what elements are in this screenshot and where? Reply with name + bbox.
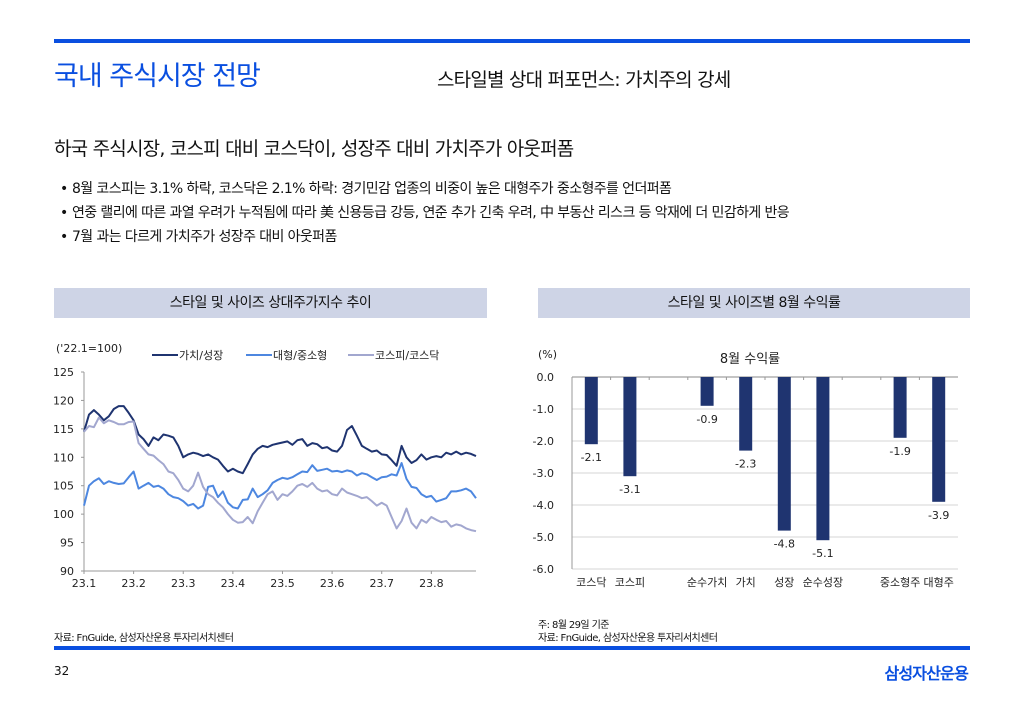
x-tick-label: 코스닥 [576, 576, 606, 589]
y-tick-label: 90 [60, 565, 74, 578]
y-tick-label: -1.0 [533, 403, 554, 416]
page-number: 32 [54, 664, 70, 678]
series-line-2 [83, 462, 477, 510]
bullet-icon: • [60, 205, 68, 221]
y-tick-label: 125 [53, 366, 74, 379]
brand-logo: 삼성자산운용 [884, 664, 968, 683]
x-tick-label: 중소형주 [880, 576, 920, 589]
bar-chart: (%) 8월 수익률 0.0 -1.0 -2.0 -3.0 -4.0 -5.0 -6.0 코… [533, 348, 958, 589]
y-tick-label: 120 [53, 394, 74, 407]
line-chart: ('22.1=100) 가치/성장 대형/중소형 코스피/코스닥 90 95 100 10… [53, 342, 477, 590]
y-tick-label: 115 [53, 423, 74, 436]
x-tick-label: 23.4 [221, 577, 246, 590]
y-tick-label: -4.0 [533, 499, 554, 512]
legend: 가치/성장 대형/중소형 코스피/코스닥 [152, 349, 439, 362]
legend-label: 코스피/코스닥 [375, 349, 439, 362]
bar [739, 377, 753, 451]
series-line-3 [83, 416, 477, 533]
bullet-item: • 8월 코스피는 3.1% 하락, 코스닥은 2.1% 하락: 경기민감 업종의… [60, 178, 789, 202]
series-lines [83, 405, 477, 533]
x-tick-label: 순수성장 [803, 576, 843, 589]
y-tick-label: 110 [53, 451, 74, 464]
bar [816, 377, 830, 541]
x-tick-label: 23.3 [171, 577, 196, 590]
top-divider [54, 39, 970, 43]
chart-title: 8월 수익률 [720, 352, 780, 367]
data-label: -2.3 [735, 458, 756, 471]
bullet-icon: • [60, 229, 68, 245]
x-tick-label: 코스피 [615, 576, 645, 589]
unit-label: ('22.1=100) [56, 342, 122, 355]
bullet-text: 8월 코스피는 3.1% 하락, 코스닥은 2.1% 하락: 경기민감 업종의 … [72, 181, 672, 197]
legend-label: 가치/성장 [179, 349, 223, 362]
right-note: 주: 8월 29일 기준 [538, 620, 609, 631]
bullet-list: • 8월 코스피는 3.1% 하락, 코스닥은 2.1% 하락: 경기민감 업종의… [60, 178, 790, 250]
y-tick-label: -3.0 [533, 467, 554, 480]
y-tick-label: -6.0 [533, 563, 554, 576]
bar [584, 377, 598, 445]
bar [623, 377, 637, 477]
x-tick-label: 순수가치 [687, 576, 727, 589]
y-tick-label: 0.0 [537, 371, 555, 384]
y-tick-label: 100 [53, 508, 74, 521]
bullet-item: • 7월 과는 다르게 가치주가 성장주 대비 아웃퍼폼 [60, 226, 789, 250]
series-line-1 [83, 405, 477, 475]
x-tick-label: 23.7 [369, 577, 394, 590]
data-label: -3.9 [928, 509, 949, 522]
x-tick-label: 23.6 [320, 577, 345, 590]
x-tick-label: 성장 [774, 576, 794, 589]
left-source: 자료: FnGuide, 삼성자산운용 투자리서치센터 [54, 633, 234, 644]
page-title: 국내 주식시장 전망 [54, 61, 261, 92]
data-label: -5.1 [812, 547, 833, 560]
y-tick-label: -2.0 [533, 435, 554, 448]
data-label: -1.9 [889, 445, 910, 458]
x-tick-label: 가치 [736, 576, 756, 589]
data-label: -4.8 [774, 538, 795, 551]
x-tick-label: 23.2 [121, 577, 146, 590]
data-label: -2.1 [581, 451, 602, 464]
axes: 90 95 100 105 110 115 120 125 23.1 23.2 23.3 23.4 23… [53, 366, 476, 590]
y-tick-label: -5.0 [533, 531, 554, 544]
x-tick-label: 23.5 [270, 577, 295, 590]
left-panel-title: 스타일 및 사이즈 상대주가지수 추이 [54, 288, 487, 318]
bars: 코스닥 -2.1 코스피 -3.1 순수가치 -0.9 가치 -2.3 성장 -4.8 순수성장 -5… [576, 377, 954, 589]
bullet-item: • 연중 랠리에 따른 과열 우려가 누적됨에 따라 美 신용등급 강등, 연준 … [60, 202, 790, 226]
bullet-icon: • [60, 181, 68, 197]
legend-label: 대형/중소형 [273, 349, 327, 362]
bottom-divider [54, 646, 970, 650]
bar [777, 377, 791, 531]
data-label: -0.9 [696, 413, 717, 426]
x-tick-label: 대형주 [924, 576, 954, 589]
x-tick-label: 23.1 [72, 577, 97, 590]
y-unit-label: (%) [538, 348, 557, 361]
right-panel-title: 스타일 및 사이즈별 8월 수익률 [538, 288, 970, 318]
page-subtitle: 스타일별 상대 퍼포먼스: 가치주의 강세 [437, 69, 731, 91]
bar [893, 377, 907, 438]
y-tick-label: 105 [53, 480, 74, 493]
bullet-text: 7월 과는 다르게 가치주가 성장주 대비 아웃퍼폼 [72, 229, 337, 245]
data-label: -3.1 [619, 483, 640, 496]
y-tick-label: 95 [60, 537, 74, 550]
bar [932, 377, 946, 502]
bar [700, 377, 714, 406]
x-tick-label: 23.8 [419, 577, 444, 590]
bullet-text: 연중 랠리에 따른 과열 우려가 누적됨에 따라 美 신용등급 강등, 연준 추… [72, 205, 790, 221]
right-source: 자료: FnGuide, 삼성자산운용 투자리서치센터 [538, 633, 718, 644]
headline: 하국 주식시장, 코스피 대비 코스닥이, 성장주 대비 가치주가 아웃퍼폼 [54, 138, 574, 160]
